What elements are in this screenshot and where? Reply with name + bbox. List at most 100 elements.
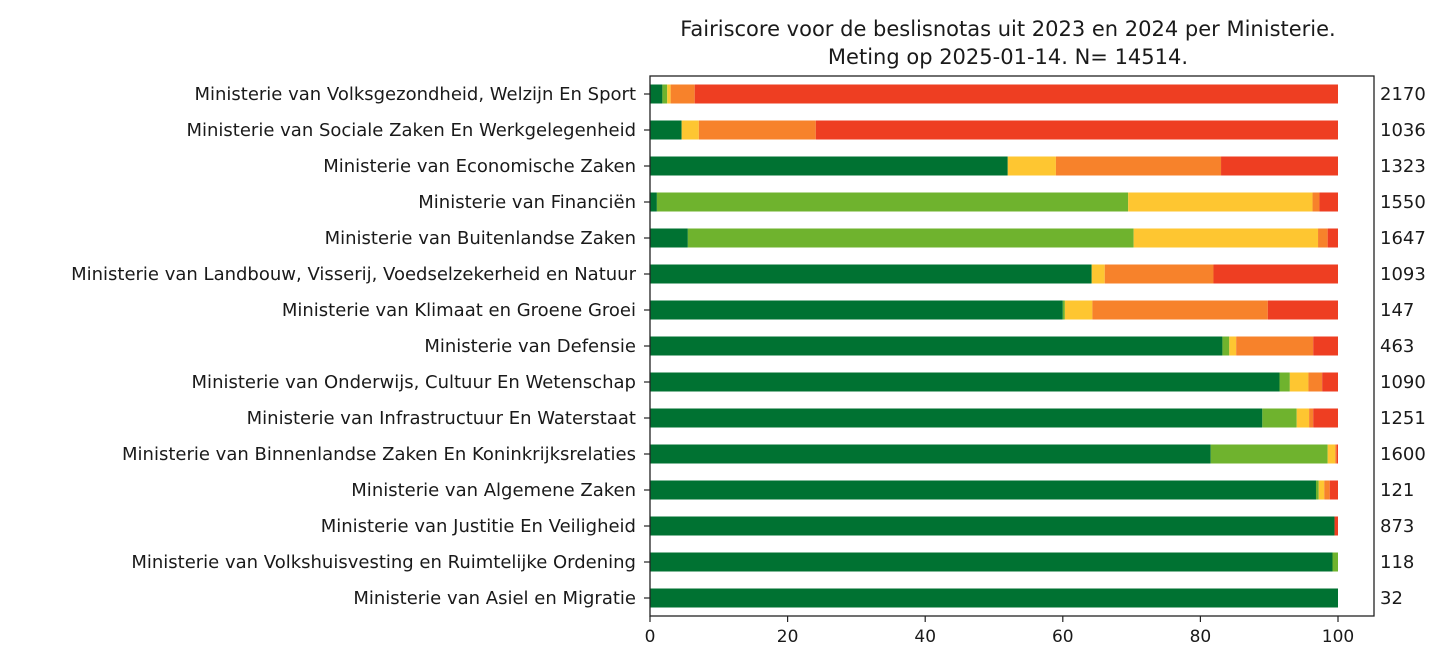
bar-segment-5-1 <box>650 228 688 248</box>
bar-segment-3-4 <box>1055 156 1222 176</box>
chart-title-line-1: Fairiscore voor de beslisnotas uit 2023 … <box>680 17 1335 41</box>
bar-segment-14-1 <box>650 552 1333 572</box>
count-label-1: 2170 <box>1380 84 1426 105</box>
bar-segment-2-1 <box>650 120 682 140</box>
bar-segment-7-1 <box>650 300 1063 320</box>
category-label-8: Ministerie van Defensie <box>424 336 636 357</box>
bar-segment-12-5 <box>1329 480 1338 500</box>
bar-segment-9-5 <box>1322 372 1338 392</box>
category-label-2: Ministerie van Sociale Zaken En Werkgele… <box>186 120 636 141</box>
bar-segment-4-2 <box>656 192 1129 212</box>
category-label-14: Ministerie van Volkshuisvesting en Ruimt… <box>131 552 636 573</box>
bar-segment-9-4 <box>1308 372 1323 392</box>
bar-segment-5-3 <box>1133 228 1319 248</box>
count-label-5: 1647 <box>1380 228 1426 249</box>
bar-segment-7-4 <box>1092 300 1268 320</box>
x-axis: 0 20 40 60 80 100 <box>645 616 1354 647</box>
bar-segment-8-1 <box>650 336 1223 356</box>
bar-segment-9-1 <box>650 372 1280 392</box>
bar-segment-10-2 <box>1262 408 1297 428</box>
category-label-9: Ministerie van Onderwijs, Cultuur En Wet… <box>192 372 636 393</box>
count-label-13: 873 <box>1380 516 1414 537</box>
bar-segment-9-2 <box>1279 372 1290 392</box>
bar-segment-13-1 <box>650 516 1335 536</box>
bar-segment-1-2 <box>662 84 668 104</box>
count-label-2: 1036 <box>1380 120 1426 141</box>
count-label-10: 1251 <box>1380 408 1426 429</box>
x-tick-label-6: 100 <box>1322 627 1354 647</box>
category-label-15: Ministerie van Asiel en Migratie <box>353 588 636 609</box>
bar-segment-5-2 <box>687 228 1134 248</box>
bar-segment-6-4 <box>1104 264 1214 284</box>
bar-segment-4-5 <box>1319 192 1338 212</box>
x-tick-label-4: 60 <box>1052 627 1074 647</box>
x-tick-label-5: 80 <box>1190 627 1212 647</box>
bar-segment-12-1 <box>650 480 1316 500</box>
bar-segment-12-3 <box>1318 480 1325 500</box>
bar-segment-4-1 <box>650 192 657 212</box>
bar-segment-3-5 <box>1221 156 1338 176</box>
x-tick-label-1: 0 <box>645 627 656 647</box>
bar-segment-11-4 <box>1335 444 1337 464</box>
count-label-4: 1550 <box>1380 192 1426 213</box>
bar-segment-12-2 <box>1315 480 1319 500</box>
category-label-5: Ministerie van Buitenlandse Zaken <box>325 228 636 249</box>
count-label-11: 1600 <box>1380 444 1426 465</box>
bar-segment-7-5 <box>1267 300 1338 320</box>
bar-segment-9-3 <box>1289 372 1309 392</box>
bar-segment-11-2 <box>1210 444 1328 464</box>
bar-segment-6-1 <box>650 264 1092 284</box>
bar-segment-11-5 <box>1336 444 1338 464</box>
category-label-4: Ministerie van Financiën <box>418 192 636 213</box>
category-labels: Ministerie van Volksgezondheid, Welzijn … <box>71 84 650 609</box>
count-labels: 2170 1036 1323 1550 1647 1093 147 463 1090 1251 16… <box>1380 84 1426 609</box>
bar-segment-3-3 <box>1007 156 1056 176</box>
bar-segment-10-1 <box>650 408 1263 428</box>
count-label-7: 147 <box>1380 300 1414 321</box>
category-label-3: Ministerie van Economische Zaken <box>323 156 636 177</box>
count-label-6: 1093 <box>1380 264 1426 285</box>
bar-segment-6-5 <box>1213 264 1338 284</box>
count-label-15: 32 <box>1380 588 1403 609</box>
count-label-8: 463 <box>1380 336 1414 357</box>
bar-segment-6-3 <box>1091 264 1105 284</box>
category-label-6: Ministerie van Landbouw, Visserij, Voeds… <box>71 264 637 285</box>
category-label-12: Ministerie van Algemene Zaken <box>351 480 636 501</box>
bar-segment-8-2 <box>1222 336 1230 356</box>
bar-segment-2-5 <box>815 120 1338 140</box>
category-label-1: Ministerie van Volksgezondheid, Welzijn … <box>194 84 636 105</box>
bar-segment-2-4 <box>698 120 816 140</box>
bar-segment-7-2 <box>1062 300 1065 320</box>
bar-segment-4-3 <box>1128 192 1313 212</box>
bar-segment-3-1 <box>650 156 1008 176</box>
bar-segment-12-4 <box>1324 480 1330 500</box>
bar-segment-1-1 <box>650 84 663 104</box>
x-tick-label-3: 40 <box>914 627 936 647</box>
bar-segment-5-5 <box>1327 228 1338 248</box>
bar-segment-2-3 <box>681 120 699 140</box>
category-label-11: Ministerie van Binnenlandse Zaken En Kon… <box>122 444 636 465</box>
bar-segment-5-4 <box>1318 228 1328 248</box>
count-label-9: 1090 <box>1380 372 1426 393</box>
chart-title-line-2: Meting op 2025-01-14. N= 14514. <box>828 45 1188 69</box>
category-label-13: Ministerie van Justitie En Veiligheid <box>321 516 636 537</box>
bar-segment-11-1 <box>650 444 1211 464</box>
bar-segment-11-3 <box>1327 444 1336 464</box>
count-label-14: 118 <box>1380 552 1414 573</box>
bar-segment-13-5 <box>1334 516 1338 536</box>
category-label-7: Ministerie van Klimaat en Groene Groei <box>282 300 636 321</box>
bar-segment-10-5 <box>1313 408 1338 428</box>
bar-segment-4-4 <box>1312 192 1320 212</box>
bar-segment-8-3 <box>1229 336 1237 356</box>
bar-segment-10-3 <box>1296 408 1310 428</box>
x-tick-label-2: 20 <box>777 627 799 647</box>
bar-segment-1-4 <box>670 84 695 104</box>
bar-segment-7-3 <box>1064 300 1093 320</box>
bar-segment-15-1 <box>650 588 1338 608</box>
bar-segment-1-3 <box>667 84 671 104</box>
count-label-12: 121 <box>1380 480 1414 501</box>
bar-segment-14-2 <box>1332 552 1338 572</box>
bar-segment-10-4 <box>1309 408 1314 428</box>
category-label-10: Ministerie van Infrastructuur En Waterst… <box>247 408 636 429</box>
